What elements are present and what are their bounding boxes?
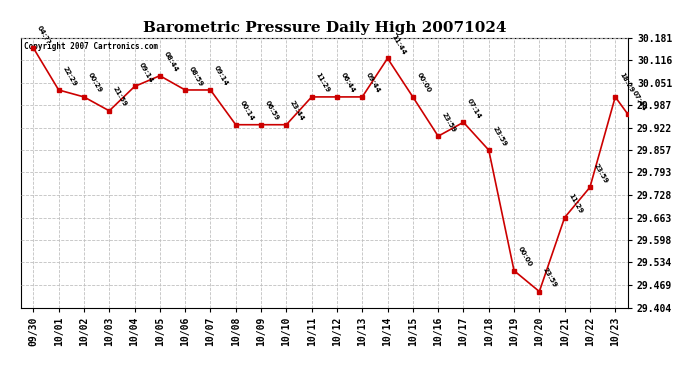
Text: Copyright 2007 Cartronics.com: Copyright 2007 Cartronics.com: [23, 42, 158, 51]
Text: 11:29: 11:29: [567, 192, 584, 215]
Text: 00:29: 00:29: [87, 72, 103, 94]
Title: Barometric Pressure Daily High 20071024: Barometric Pressure Daily High 20071024: [143, 21, 506, 35]
Text: 06:59: 06:59: [264, 100, 280, 122]
Text: 00:00: 00:00: [415, 72, 432, 94]
Text: 11:29: 11:29: [315, 72, 331, 94]
Text: 06:44: 06:44: [339, 72, 356, 94]
Text: 23:44: 23:44: [289, 100, 306, 122]
Text: 18:29: 18:29: [618, 72, 634, 94]
Text: 09:14: 09:14: [213, 65, 230, 87]
Text: 07:44: 07:44: [631, 89, 647, 111]
Text: 00:00: 00:00: [517, 246, 533, 268]
Text: 09:14: 09:14: [137, 62, 154, 84]
Text: 23:59: 23:59: [542, 267, 558, 289]
Text: 21:59: 21:59: [112, 86, 128, 108]
Text: 22:29: 22:29: [61, 65, 77, 87]
Text: 11:44: 11:44: [391, 33, 407, 56]
Text: 09:44: 09:44: [365, 72, 382, 94]
Text: 08:44: 08:44: [163, 51, 179, 73]
Text: 23:59: 23:59: [441, 111, 457, 134]
Text: 04:??: 04:??: [36, 24, 52, 45]
Text: 23:59: 23:59: [593, 162, 609, 184]
Text: 00:14: 00:14: [239, 100, 255, 122]
Text: 08:59: 08:59: [188, 65, 204, 87]
Text: 23:59: 23:59: [491, 125, 508, 147]
Text: 07:14: 07:14: [466, 97, 482, 120]
